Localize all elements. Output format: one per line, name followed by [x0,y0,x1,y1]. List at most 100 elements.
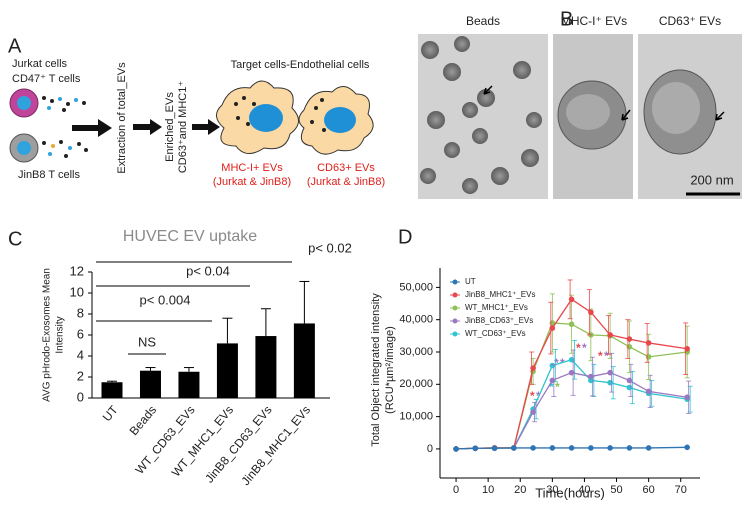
x-tick-label: 20 [514,484,526,496]
step-label: Enriched_EVs [164,92,176,162]
y-tick-label: 4 [77,347,84,362]
x-tick-label: UT [100,402,121,424]
x-tick-label: JinB8_CD63_EVs [202,403,274,486]
ev-label: CD63+ EVs [317,162,375,174]
y-tick-label: 2 [77,368,84,383]
data-point [568,445,575,451]
legend-label: UT [465,277,476,286]
data-point [568,321,575,328]
micrograph-title: Beads [466,14,500,28]
step-label: Extraction of total_EVs [116,62,128,174]
data-point [568,369,575,376]
data-point [684,345,690,352]
bar [101,382,123,398]
bar [178,371,200,398]
y-tick-label: 12 [70,263,84,278]
micrograph-title: MHC-I⁺ EVs [561,14,627,28]
nucleus [17,141,31,155]
legend-label: JinB8_CD63⁺_EVs [465,316,533,325]
legend-label: WT_MHC1⁺_EVs [465,303,528,312]
data-point [684,444,690,451]
arrow [192,119,220,135]
asterisk: * [576,341,581,355]
arrow [133,119,162,135]
data-point [626,336,633,342]
ev-label: (Jurkat & JinB8) [213,176,291,188]
annotation: p< 0.02 [308,240,352,255]
series-line [456,372,688,450]
ev-particle [652,82,700,134]
micrographs: Beads MHC-I⁺ EVs CD63⁺ EVs 200 nm [418,14,742,199]
legend-label: WT_CD63⁺_EVs [465,329,526,338]
bar [293,323,315,398]
panel-label: A [8,35,22,57]
diagram: Jurkat cells CD47⁺ T cells JinB8 T cells… [9,58,385,188]
data-point [549,445,556,451]
target-label: Target cells-Endothelial cells [231,59,370,71]
data-point [645,388,652,395]
asterisk: * [549,380,554,394]
asterisk: * [582,341,587,355]
asterisk: * [598,349,603,363]
y-tick-label: 10 [70,284,84,299]
pointer-arrow [621,109,631,121]
asterisk: * [555,380,560,394]
cell-label: CD47⁺ T cells [12,73,81,85]
data-point [491,445,498,452]
data-point [645,445,652,451]
annotation: p< 0.004 [140,292,191,307]
cell-label: Jurkat cells [12,58,68,70]
x-tick-label: 70 [675,484,687,496]
pointer-arrow [715,111,725,121]
ev-label: (Jurkat & JinB8) [307,176,385,188]
y-axis-label: (RCU*µm²/image) [384,326,396,414]
ev-particle [566,94,610,130]
x-axis-label: Time(hours) [535,485,605,500]
ev-dots [42,96,88,158]
x-tick-label: 50 [610,484,622,496]
legend-label: JinB8_MHC1⁺_EVs [465,290,535,299]
y-tick-label: 0 [427,443,433,455]
x-tick-label: JinB8_MHC1_EVs [239,403,314,488]
data-point [568,356,575,363]
data-point [588,445,594,451]
x-tick-label: 30 [546,484,558,496]
y-axis-label: Total Object integrated intensity [370,293,382,447]
data-point [530,365,536,371]
legend-marker [452,331,458,337]
bead-particles [420,36,542,194]
data-point [626,445,633,451]
step-label: CD63⁺and MHC1⁺ [177,81,189,174]
data-point [568,296,575,303]
data-point [626,384,633,391]
data-point [549,362,556,369]
ev-dots [234,96,326,132]
panel-label: C [8,228,22,250]
ev-label: MHC-I+ EVs [221,162,283,174]
annotation: NS [138,334,156,349]
data-point [588,373,594,380]
micrograph-title: CD63⁺ EVs [659,14,721,28]
cell-label: JinB8 T cells [18,169,80,181]
y-axis-label: Intensity [55,316,66,353]
x-tick-label: 0 [453,484,459,496]
data-point [626,377,633,384]
data-point [530,409,536,415]
data-point [645,340,652,346]
bar [216,343,238,398]
chart-title: HUVEC EV uptake [123,228,257,245]
x-tick-label: 10 [482,484,494,496]
panel-label: D [398,226,412,248]
data-point [684,394,690,401]
asterisk: * [530,389,535,403]
x-tick-label: 60 [643,484,655,496]
series-line [456,446,688,450]
legend-marker [452,318,458,324]
annotation: p< 0.04 [186,263,230,278]
x-tick-label: 40 [578,484,590,496]
legend-marker [452,292,458,298]
data-point [626,344,633,350]
data-point [607,445,613,451]
bar [139,370,161,398]
